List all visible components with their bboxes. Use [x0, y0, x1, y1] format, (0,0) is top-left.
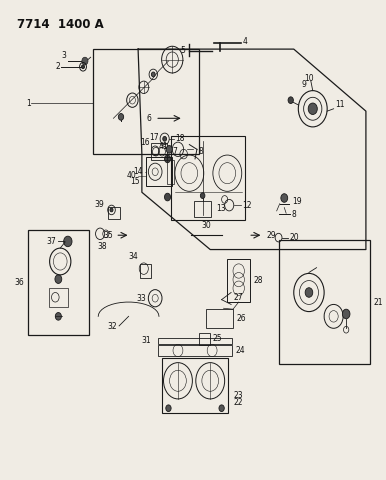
Text: 37: 37 [47, 237, 56, 246]
Text: 39: 39 [94, 200, 104, 209]
Circle shape [219, 405, 224, 411]
Circle shape [288, 97, 293, 104]
Circle shape [55, 275, 62, 283]
Bar [167, 160, 174, 184]
Text: 16: 16 [140, 138, 149, 147]
Text: 8: 8 [292, 210, 296, 219]
Text: 35: 35 [104, 231, 113, 240]
Text: 31: 31 [141, 336, 151, 346]
Bar [227, 259, 250, 302]
Text: 5: 5 [181, 46, 186, 55]
Circle shape [151, 72, 155, 77]
Text: 26: 26 [236, 314, 245, 323]
Circle shape [166, 405, 171, 411]
Text: 4: 4 [242, 37, 247, 46]
Bar [151, 143, 167, 160]
Bar [158, 338, 232, 344]
Text: 28: 28 [253, 276, 262, 285]
Bar [199, 333, 210, 345]
Text: 20: 20 [290, 233, 300, 242]
Text: 10: 10 [304, 74, 314, 84]
Text: 25: 25 [213, 334, 222, 343]
Text: 18: 18 [175, 134, 185, 144]
Bar [194, 201, 211, 216]
Text: 36: 36 [14, 278, 24, 288]
Bar [93, 49, 199, 154]
Circle shape [163, 136, 167, 141]
Text: 21: 21 [374, 298, 383, 307]
Text: 23: 23 [234, 391, 244, 399]
Text: 1: 1 [26, 98, 31, 108]
Text: 34: 34 [128, 252, 138, 262]
Bar [108, 206, 120, 218]
Text: 8: 8 [199, 147, 203, 156]
Text: 15: 15 [130, 177, 140, 186]
Circle shape [55, 312, 61, 320]
Text: 7: 7 [172, 147, 177, 156]
Text: 6: 6 [147, 114, 151, 123]
Bar [279, 240, 370, 364]
Text: 12: 12 [242, 201, 252, 210]
Text: 24: 24 [236, 346, 245, 355]
Text: 27: 27 [233, 293, 243, 302]
Text: 2: 2 [55, 62, 60, 71]
Circle shape [81, 65, 85, 69]
Text: 14: 14 [133, 167, 143, 176]
Circle shape [164, 193, 171, 201]
Circle shape [164, 155, 171, 163]
Text: 30: 30 [201, 220, 211, 229]
Text: 7714  1400 A: 7714 1400 A [17, 18, 103, 31]
Bar [158, 345, 232, 356]
Text: 17: 17 [149, 133, 159, 142]
Text: 41: 41 [159, 143, 168, 152]
Circle shape [305, 288, 313, 297]
Text: 40: 40 [127, 171, 136, 180]
Bar [171, 136, 245, 220]
Circle shape [64, 236, 72, 247]
Circle shape [119, 114, 124, 120]
Bar [162, 358, 228, 413]
Circle shape [110, 208, 113, 212]
Circle shape [82, 57, 88, 65]
Bar [146, 157, 172, 186]
Text: 22: 22 [234, 398, 244, 407]
Text: 9: 9 [301, 80, 306, 89]
Circle shape [308, 103, 317, 115]
Circle shape [166, 145, 172, 153]
Text: 33: 33 [136, 294, 146, 303]
Text: 11: 11 [335, 100, 344, 109]
Bar [140, 264, 151, 278]
Text: 13: 13 [216, 204, 225, 214]
Text: 19: 19 [292, 197, 301, 206]
Circle shape [342, 309, 350, 319]
Circle shape [281, 194, 288, 202]
Circle shape [200, 193, 205, 199]
Text: 29: 29 [266, 231, 276, 240]
Bar [28, 230, 89, 336]
Text: 32: 32 [108, 323, 117, 331]
Bar [207, 309, 233, 328]
Text: 3: 3 [62, 50, 67, 60]
Text: 38: 38 [97, 242, 107, 252]
Bar [49, 288, 68, 307]
